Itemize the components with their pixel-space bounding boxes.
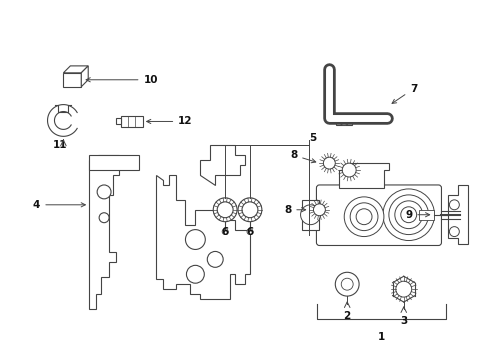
- FancyBboxPatch shape: [116, 118, 121, 125]
- Circle shape: [186, 265, 204, 283]
- Text: 12: 12: [146, 116, 192, 126]
- Circle shape: [335, 272, 358, 296]
- Circle shape: [349, 203, 377, 231]
- Circle shape: [382, 189, 434, 240]
- Text: 1: 1: [378, 332, 385, 342]
- FancyBboxPatch shape: [89, 155, 139, 170]
- Text: 7: 7: [391, 84, 417, 103]
- Circle shape: [400, 207, 416, 223]
- FancyBboxPatch shape: [121, 116, 142, 127]
- Polygon shape: [81, 66, 88, 87]
- FancyBboxPatch shape: [63, 73, 81, 87]
- FancyBboxPatch shape: [316, 185, 441, 246]
- Circle shape: [222, 229, 228, 235]
- Polygon shape: [200, 145, 244, 185]
- Text: 6: 6: [246, 226, 253, 237]
- Circle shape: [355, 209, 371, 225]
- Circle shape: [448, 227, 458, 237]
- Text: 5: 5: [308, 133, 315, 143]
- Circle shape: [313, 204, 325, 216]
- Circle shape: [300, 205, 320, 225]
- Polygon shape: [155, 175, 249, 299]
- Circle shape: [448, 200, 458, 210]
- Text: 3: 3: [399, 316, 407, 326]
- Text: 6: 6: [221, 226, 228, 237]
- Polygon shape: [447, 185, 468, 244]
- Circle shape: [388, 195, 427, 235]
- Polygon shape: [339, 163, 388, 188]
- Circle shape: [99, 213, 109, 223]
- Circle shape: [394, 201, 422, 229]
- Text: 2: 2: [343, 311, 350, 321]
- Circle shape: [238, 198, 262, 222]
- FancyBboxPatch shape: [301, 200, 319, 230]
- Circle shape: [242, 202, 257, 218]
- Circle shape: [323, 157, 335, 169]
- Text: 4: 4: [33, 200, 85, 210]
- Text: 11: 11: [53, 140, 67, 150]
- Circle shape: [342, 163, 355, 177]
- Circle shape: [185, 230, 205, 249]
- Circle shape: [341, 278, 352, 290]
- Text: 8: 8: [284, 205, 305, 215]
- Circle shape: [207, 251, 223, 267]
- Circle shape: [339, 116, 348, 125]
- Polygon shape: [89, 155, 119, 309]
- Text: 9: 9: [405, 210, 429, 220]
- Polygon shape: [63, 66, 88, 73]
- Circle shape: [246, 229, 252, 235]
- FancyBboxPatch shape: [336, 116, 351, 125]
- Text: 10: 10: [86, 75, 158, 85]
- FancyBboxPatch shape: [418, 210, 433, 220]
- Circle shape: [395, 281, 411, 297]
- Circle shape: [97, 185, 111, 199]
- Text: 8: 8: [289, 150, 315, 163]
- Circle shape: [213, 198, 237, 222]
- Circle shape: [217, 202, 233, 218]
- Circle shape: [344, 197, 383, 237]
